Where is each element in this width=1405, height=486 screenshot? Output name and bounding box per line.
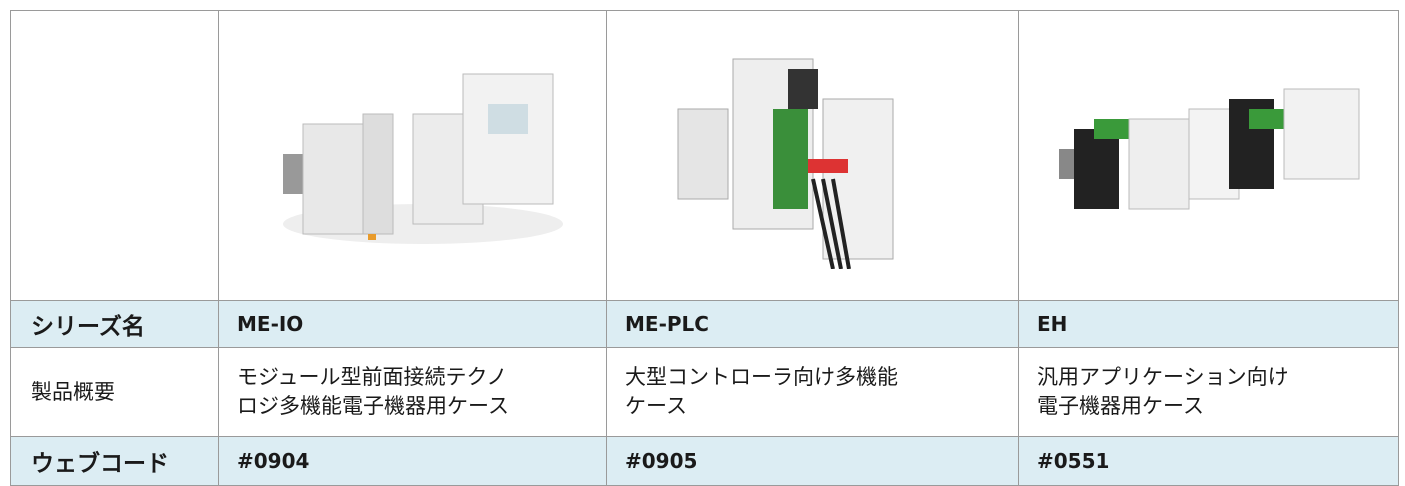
value-cell: #0905	[606, 436, 1019, 486]
product-table: シリーズ名 ME-IO ME-PLC EH 製品概要 モジュール型前面接続テクノ ロジ多機能…	[10, 10, 1399, 486]
description-line: 汎用アプリケーション向け	[1037, 365, 1289, 389]
description-line: ケース	[625, 394, 687, 418]
description-line: 電子機器用ケース	[1037, 394, 1204, 418]
product-image-cell	[218, 10, 607, 301]
description-line: ロジ多機能電子機器用ケース	[237, 394, 509, 418]
empty-cell	[10, 10, 219, 301]
table-row: ウェブコード #0904 #0905 #0551	[10, 436, 1399, 486]
description-line: 大型コントローラ向け多機能	[625, 365, 898, 389]
row-label: ウェブコード	[10, 436, 219, 486]
product-image	[1058, 88, 1359, 209]
value-cell: ME-PLC	[606, 300, 1019, 348]
row-label: シリーズ名	[10, 300, 219, 348]
description-cell: モジュール型前面接続テクノ ロジ多機能電子機器用ケース	[218, 347, 607, 437]
value-cell: #0551	[1018, 436, 1399, 486]
value-cell: ME-IO	[218, 300, 607, 348]
table-row: シリーズ名 ME-IO ME-PLC EH	[10, 300, 1399, 348]
product-image	[282, 73, 563, 244]
value-cell: EH	[1018, 300, 1399, 348]
description-cell: 大型コントローラ向け多機能 ケース	[606, 347, 1019, 437]
image-row	[10, 10, 1399, 301]
table-row: 製品概要 モジュール型前面接続テクノ ロジ多機能電子機器用ケース 大型コントローラ向け…	[10, 347, 1399, 437]
description-line: モジュール型前面接続テクノ	[237, 365, 508, 389]
value-cell: #0904	[218, 436, 607, 486]
description-cell: 汎用アプリケーション向け 電子機器用ケース	[1018, 347, 1399, 437]
product-image-cell	[1018, 10, 1399, 301]
product-image-cell	[606, 10, 1019, 301]
row-label: 製品概要	[10, 347, 219, 437]
product-image	[677, 58, 893, 269]
